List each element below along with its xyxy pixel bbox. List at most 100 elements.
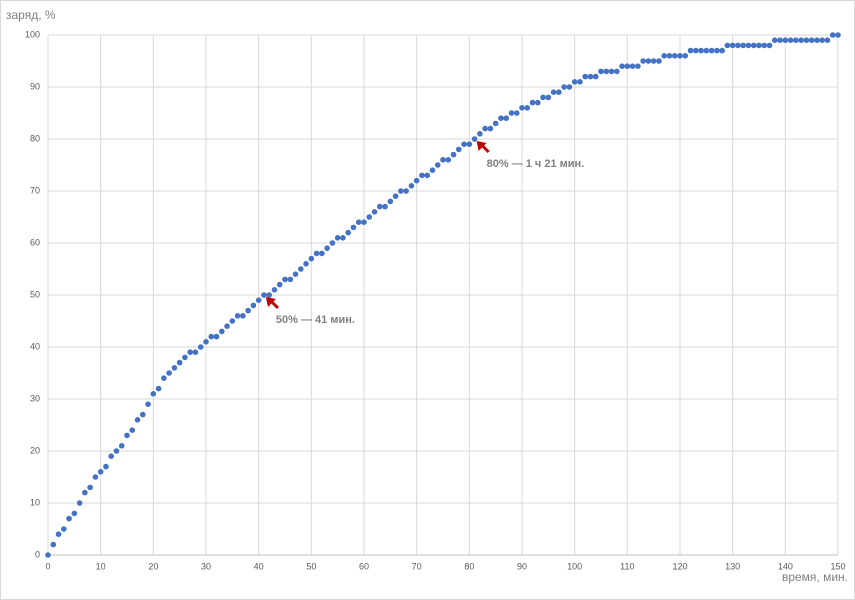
point [171, 365, 178, 371]
point [324, 245, 330, 251]
point [550, 89, 557, 95]
point [524, 105, 531, 111]
y-tick-label: 40 [30, 341, 40, 351]
point [614, 68, 620, 75]
point [466, 141, 473, 147]
point [740, 42, 746, 49]
point [687, 47, 694, 54]
point [566, 84, 573, 90]
point [624, 63, 631, 69]
point [482, 125, 488, 132]
point [145, 401, 151, 408]
point [419, 172, 425, 179]
x-tick-label: 10 [96, 561, 106, 571]
point [124, 432, 130, 439]
point [803, 37, 810, 43]
point [192, 349, 199, 356]
annotation-text: 50% — 41 мин. [276, 314, 355, 326]
point [519, 105, 525, 111]
x-tick-label: 140 [778, 561, 793, 571]
point [735, 42, 741, 49]
point [777, 37, 783, 43]
point [234, 313, 241, 319]
point [276, 281, 283, 288]
x-tick-label: 90 [517, 561, 527, 571]
point [82, 489, 88, 496]
y-tick-label: 20 [30, 445, 40, 455]
point [266, 292, 273, 298]
point [108, 453, 114, 460]
point [398, 188, 404, 194]
point [118, 443, 125, 449]
y-tick-label: 100 [25, 29, 40, 39]
point [698, 47, 704, 54]
point [103, 463, 109, 470]
point [287, 276, 294, 283]
point [92, 474, 99, 480]
point [208, 333, 215, 340]
point [808, 37, 815, 43]
point [382, 203, 388, 210]
point [55, 531, 62, 537]
point [513, 110, 520, 116]
point [635, 63, 641, 69]
point [366, 214, 373, 220]
point [545, 94, 552, 101]
point [750, 42, 757, 49]
point [66, 515, 72, 522]
point [571, 79, 578, 85]
point [187, 349, 193, 356]
point [814, 37, 820, 43]
point [303, 261, 309, 267]
point [556, 89, 562, 95]
x-tick-label: 40 [254, 561, 264, 571]
y-tick-label: 90 [30, 81, 40, 91]
point [413, 177, 420, 184]
point [319, 250, 325, 257]
point [371, 209, 378, 215]
point [340, 235, 346, 241]
point [598, 68, 604, 75]
point [745, 42, 752, 49]
point [350, 224, 357, 231]
x-tick-label: 70 [412, 561, 422, 571]
point [708, 47, 715, 54]
point [608, 68, 615, 75]
x-tick-label: 100 [567, 561, 582, 571]
point [445, 157, 452, 163]
point [498, 115, 504, 121]
point [645, 58, 652, 64]
point [329, 240, 336, 246]
annotation-text: 80% — 1 ч 21 мин. [487, 158, 585, 170]
point [761, 42, 768, 49]
point [603, 68, 610, 75]
point [245, 307, 251, 314]
point [714, 47, 720, 54]
x-tick-label: 150 [830, 561, 845, 571]
point [408, 183, 415, 189]
point [766, 42, 773, 49]
point [261, 292, 267, 298]
point [650, 58, 657, 64]
point [392, 193, 399, 199]
x-tick-label: 0 [45, 561, 50, 571]
point [429, 167, 436, 173]
point [782, 37, 789, 43]
point [656, 58, 662, 64]
point [176, 359, 183, 366]
point [113, 448, 120, 454]
point [97, 469, 104, 475]
point [150, 391, 157, 397]
point [592, 73, 599, 80]
point [129, 427, 136, 434]
point [334, 235, 341, 241]
point [640, 58, 646, 64]
y-tick-label: 10 [30, 497, 40, 507]
point [313, 250, 320, 257]
point [50, 541, 57, 548]
point [824, 37, 831, 43]
arrow-head [476, 141, 487, 151]
x-tick-label: 110 [620, 561, 634, 571]
x-tick-label: 30 [201, 561, 211, 571]
